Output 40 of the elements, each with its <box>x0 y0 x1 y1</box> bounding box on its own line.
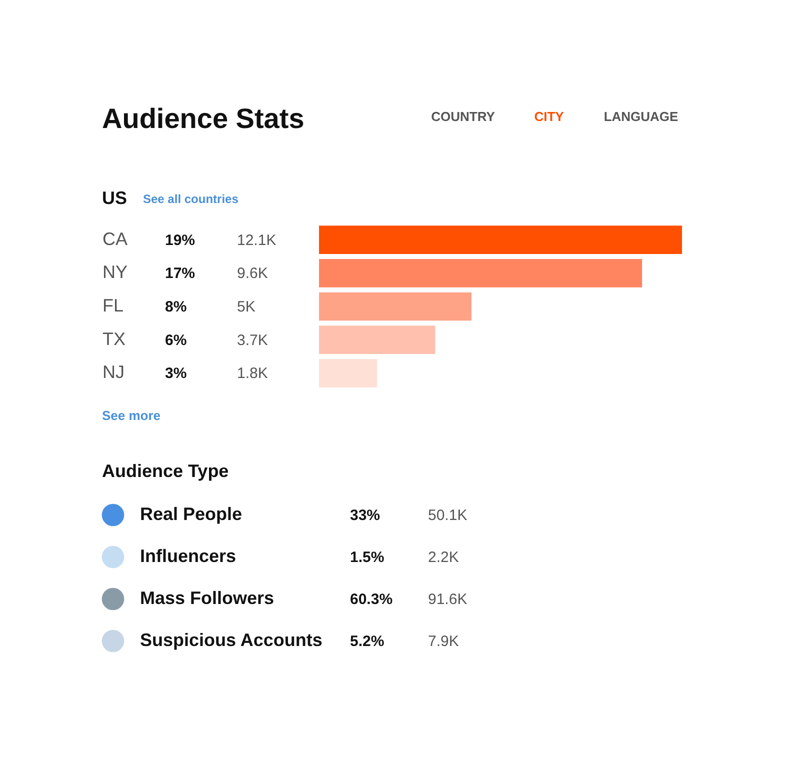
bar <box>319 359 378 388</box>
category-label: Suspicious Accounts <box>140 630 322 650</box>
y-tick-label: CA <box>102 228 128 249</box>
text: 12.1K <box>237 232 276 249</box>
text: 3% <box>165 365 187 382</box>
text: US <box>102 188 128 208</box>
text: 1.5% <box>350 549 384 566</box>
text: 50.1K <box>428 507 468 524</box>
text: See all countries <box>143 192 239 206</box>
bar <box>319 326 436 354</box>
y-tick-label: TX <box>102 328 126 349</box>
category-label: Mass Followers <box>140 588 274 608</box>
y-tick-label: FL <box>102 296 124 316</box>
y-tick-label: NY <box>102 262 128 282</box>
text: 8% <box>165 298 187 316</box>
text: 91.6K <box>428 591 468 608</box>
text: 5K <box>237 298 256 316</box>
text: 1.8K <box>237 365 268 382</box>
text: LANGUAGE <box>604 109 679 124</box>
bar <box>319 226 682 254</box>
text: CITY <box>534 109 564 124</box>
category-label: Influencers <box>140 546 236 566</box>
y-tick-label: NJ <box>102 362 124 382</box>
text: 9.6K <box>237 265 268 282</box>
text: 3.7K <box>237 332 268 349</box>
category-label: Real People <box>140 504 242 524</box>
text: Audience Type <box>102 461 229 481</box>
text: 5.2% <box>350 633 384 650</box>
text: 17% <box>165 265 196 282</box>
text: 6% <box>165 332 187 349</box>
bar <box>319 292 472 321</box>
text: See more <box>102 408 161 423</box>
text: 2.2K <box>428 549 459 566</box>
text: COUNTRY <box>431 109 496 124</box>
text: 19% <box>165 232 196 249</box>
text: 7.9K <box>428 633 459 650</box>
text: 33% <box>350 507 380 524</box>
text: 60.3% <box>350 591 393 608</box>
bar <box>319 259 642 288</box>
chart-title: Audience Stats <box>102 103 304 134</box>
